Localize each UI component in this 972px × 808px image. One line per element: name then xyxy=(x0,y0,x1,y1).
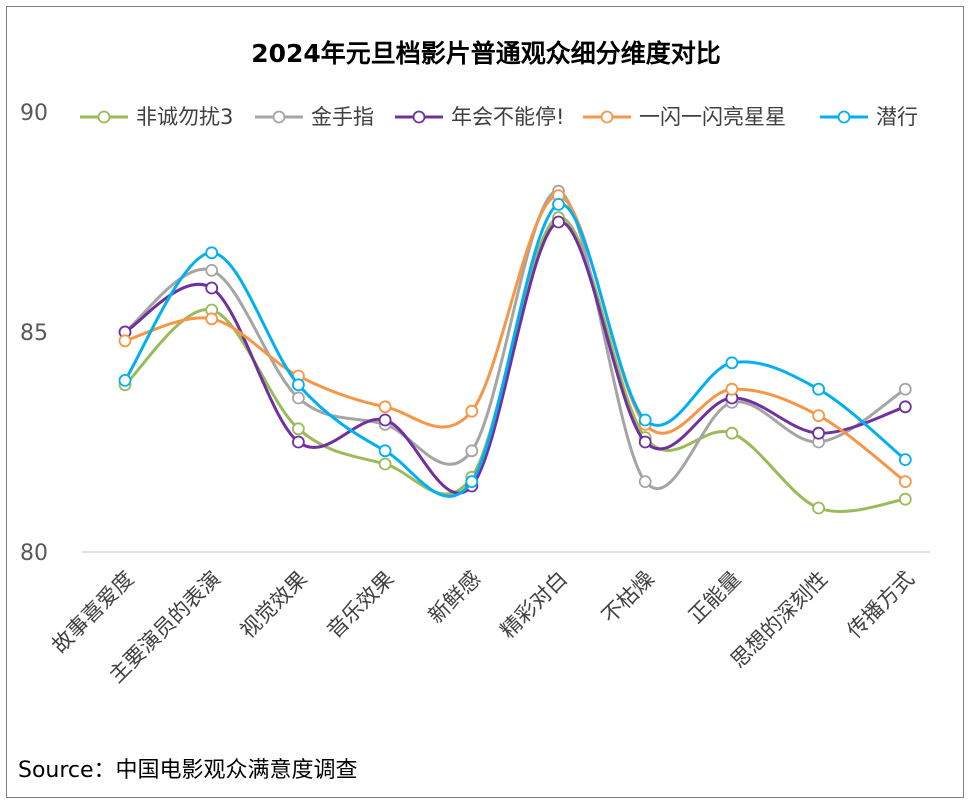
x-tick-label: 正能量 xyxy=(684,567,746,629)
series-line xyxy=(124,220,906,495)
legend-label: 金手指 xyxy=(311,105,374,129)
data-point xyxy=(465,444,479,458)
legend-marker xyxy=(412,110,426,124)
data-point xyxy=(205,281,219,295)
data-point xyxy=(725,382,739,396)
data-point xyxy=(638,435,652,449)
data-point xyxy=(291,378,305,392)
legend-label: 非诚勿扰3 xyxy=(136,105,233,129)
legend-label: 年会不能停! xyxy=(451,105,564,129)
data-point xyxy=(205,246,219,260)
data-point xyxy=(638,413,652,427)
data-point xyxy=(898,400,912,414)
data-point xyxy=(291,435,305,449)
legend-marker xyxy=(837,110,851,124)
data-point xyxy=(205,312,219,326)
chart-title: 2024年元旦档影片普通观众细分维度对比 xyxy=(251,39,721,68)
legend-marker xyxy=(272,110,286,124)
x-tick-label: 故事喜爱度 xyxy=(47,567,138,658)
data-point xyxy=(552,215,565,229)
data-point xyxy=(118,373,132,387)
data-point xyxy=(118,334,132,348)
data-point xyxy=(205,263,219,277)
data-point xyxy=(378,413,392,427)
legend-item: 一闪一闪亮星星 xyxy=(583,105,786,129)
data-point xyxy=(638,475,652,489)
data-point xyxy=(898,475,912,489)
series-3 xyxy=(118,215,912,495)
legend-marker xyxy=(97,110,111,124)
data-point xyxy=(725,426,739,440)
chart-frame xyxy=(6,6,964,798)
y-tick-label: 90 xyxy=(20,101,48,126)
legend-marker xyxy=(600,110,614,124)
data-point xyxy=(552,197,565,211)
data-point xyxy=(378,444,392,458)
data-point xyxy=(291,422,305,436)
data-point xyxy=(812,501,825,515)
data-point xyxy=(812,382,825,396)
series-line xyxy=(123,202,907,498)
x-tick-label: 不枯燥 xyxy=(597,567,659,629)
data-point xyxy=(725,356,739,370)
data-point xyxy=(465,475,479,489)
data-point xyxy=(898,382,912,396)
legend-item: 潜行 xyxy=(820,105,918,129)
series-line xyxy=(124,194,907,483)
x-tick-label: 精彩对白 xyxy=(496,567,572,643)
x-tick-label: 视觉效果 xyxy=(236,567,312,643)
data-point xyxy=(465,404,479,418)
source-note: Source：中国电影观众满意度调查 xyxy=(18,758,358,783)
y-tick-label: 85 xyxy=(20,321,48,346)
data-point xyxy=(812,426,825,440)
data-point xyxy=(898,453,912,467)
legend-label: 一闪一闪亮星星 xyxy=(639,105,786,129)
data-point xyxy=(378,400,392,414)
series-5 xyxy=(118,197,912,498)
data-point xyxy=(378,457,392,471)
x-tick-label: 新鲜感 xyxy=(424,567,486,629)
legend-item: 金手指 xyxy=(255,105,374,129)
series-1 xyxy=(118,211,912,515)
data-point xyxy=(898,492,912,506)
y-tick-label: 80 xyxy=(20,541,48,566)
x-tick-label: 传播方式 xyxy=(842,567,918,643)
data-point xyxy=(812,409,825,423)
legend-item: 非诚勿扰3 xyxy=(80,105,233,129)
series-4 xyxy=(118,189,912,489)
x-tick-label: 音乐效果 xyxy=(322,567,398,643)
data-point xyxy=(291,391,305,405)
series-line xyxy=(123,216,906,513)
legend-item: 年会不能停! xyxy=(395,105,564,129)
legend-label: 潜行 xyxy=(876,105,918,129)
